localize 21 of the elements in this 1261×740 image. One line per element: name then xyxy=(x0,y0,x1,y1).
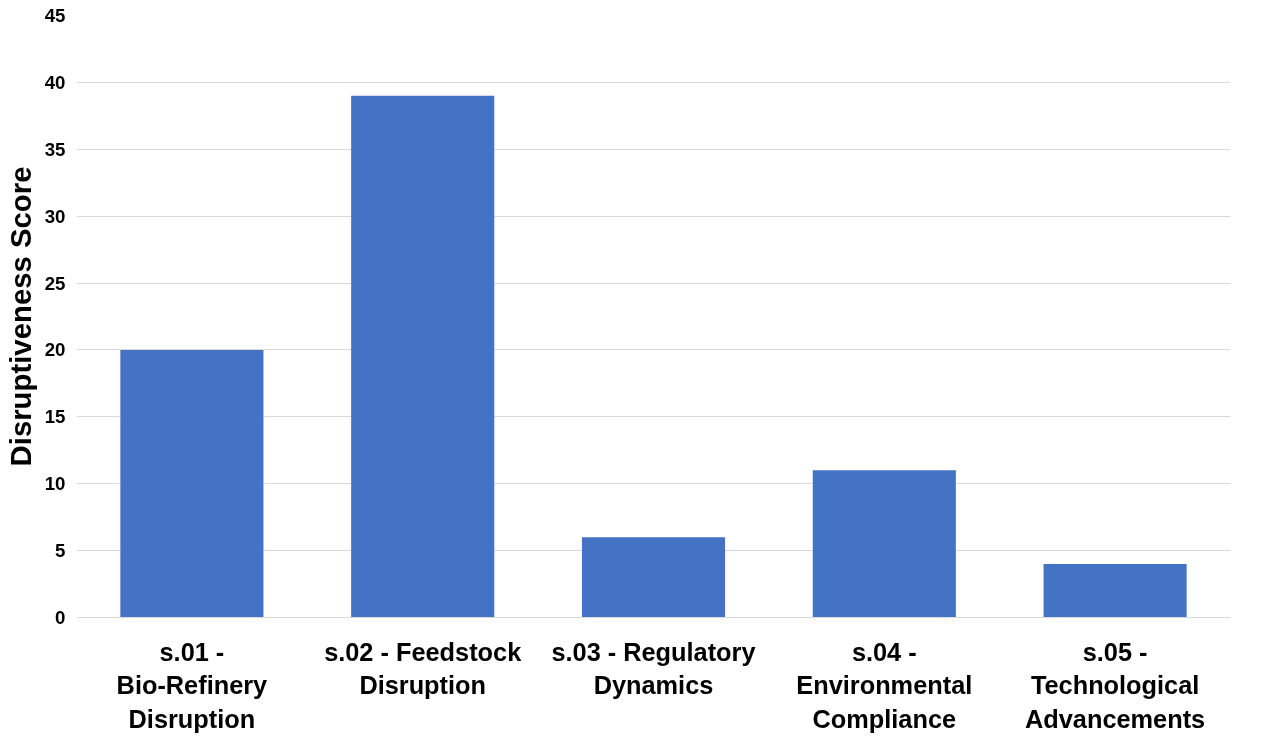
bar xyxy=(120,349,264,618)
y-axis-title: Disruptiveness Score xyxy=(3,166,37,467)
y-tick-label: 15 xyxy=(44,406,66,428)
y-tick-label: 20 xyxy=(44,339,66,361)
x-tick-label: s.04 - Environmental Compliance xyxy=(796,637,973,733)
y-tick-label: 0 xyxy=(55,607,66,628)
x-tick-label: s.01 - Bio-Refinery Disruption xyxy=(116,637,268,733)
x-tick-label: s.03 - Regulatory Dynamics xyxy=(551,637,756,700)
y-tick-label: 35 xyxy=(44,138,66,160)
y-tick-label: 5 xyxy=(55,540,66,562)
bar xyxy=(1043,563,1187,618)
bar xyxy=(581,537,726,618)
y-tick-label: 40 xyxy=(44,71,66,93)
x-tick-label: s.05 - Technological Advancements xyxy=(1025,637,1206,733)
y-tick-label: 30 xyxy=(44,205,66,227)
y-tick-label: 10 xyxy=(44,473,66,495)
bar xyxy=(351,95,495,618)
y-tick-label: 45 xyxy=(44,5,66,26)
y-tick-label: 25 xyxy=(44,272,66,294)
x-tick-label: s.02 - Feedstock Disruption xyxy=(324,637,523,700)
bar xyxy=(812,470,956,618)
